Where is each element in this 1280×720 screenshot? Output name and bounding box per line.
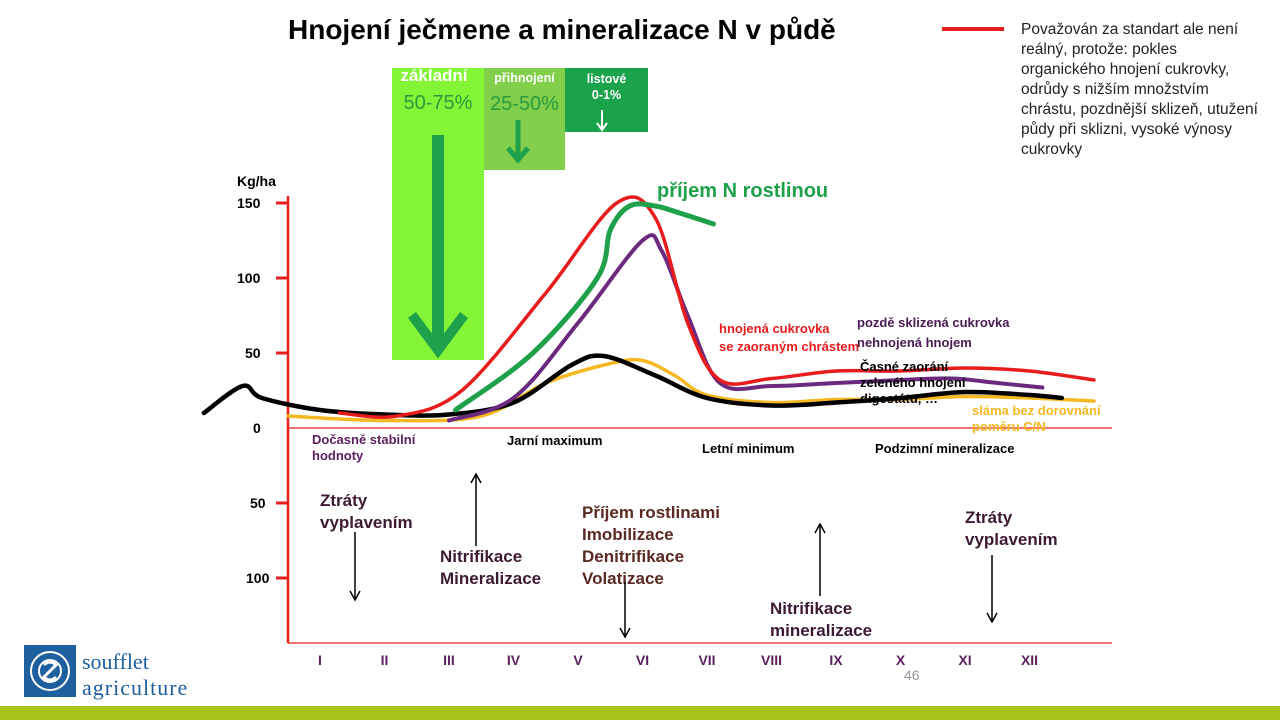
curve-label-purple: pozdě sklizená cukrovka nehnojená hnojem — [857, 315, 1010, 350]
series-line — [337, 195, 1096, 419]
curve-label-yellow: sláma bez dorovnání poměru C/N — [972, 403, 1101, 434]
process-label: Ztráty vyplavením — [965, 508, 1058, 549]
upper-y-tick-label: 0 — [253, 420, 261, 436]
phase-label: Letní minimum — [702, 441, 794, 456]
box-label-listove: listové — [586, 72, 627, 86]
footer-bar — [0, 706, 1280, 720]
process-label: Nitrifikace Mineralizace — [440, 547, 541, 588]
process-label: Ztráty vyplavením — [320, 491, 413, 532]
box-percent-listove: 0-1% — [591, 88, 622, 102]
box-arrows — [407, 110, 608, 359]
x-tick-label: III — [443, 652, 455, 668]
box-label-prihnojeni: přihnojení — [494, 71, 555, 85]
chart-series — [201, 195, 1096, 423]
y-axis-label: Kg/ha — [237, 173, 276, 189]
series-line — [286, 357, 1096, 423]
upper-y-tick-label: 50 — [245, 345, 261, 361]
x-tick-label: XI — [958, 652, 971, 668]
x-tick-label: VIII — [761, 652, 782, 668]
logo-text-line2: agriculture — [82, 675, 188, 700]
phase-label: Dočasně stabilní hodnoty — [312, 432, 416, 463]
process-label: Příjem rostlinami Imobilizace Denitrifikac… — [582, 503, 720, 588]
process-arrow-head — [619, 627, 631, 639]
upper-y-tick-label: 100 — [237, 270, 261, 286]
x-tick-label: IX — [829, 652, 843, 668]
series-line — [453, 201, 716, 413]
process-arrow-head — [349, 590, 361, 602]
process-arrow-head — [986, 612, 998, 624]
page-title: Hnojení ječmene a mineralizace N v půdě — [288, 14, 836, 45]
x-tick-label: V — [573, 652, 583, 668]
x-tick-label: XII — [1021, 652, 1038, 668]
legend-red-line-note: Považován za standart ale není reálný, p… — [1021, 21, 1258, 158]
listove-down-arrow-head — [596, 122, 608, 132]
process-label: Nitrifikace mineralizace — [770, 599, 872, 640]
process-arrow-head — [814, 522, 826, 534]
phase-label: Podzimní mineralizace — [875, 441, 1014, 456]
lower-y-tick-label: 50 — [250, 495, 266, 511]
prihnojeni-down-arrow-head — [506, 146, 530, 164]
x-tick-label: I — [318, 652, 322, 668]
phase-label: Jarní maximum — [507, 433, 602, 448]
box-percent-zakladni: 50-75% — [403, 92, 473, 114]
curve-label-red: hnojená cukrovka se zaoraným chrástem — [719, 321, 859, 354]
process-arrow-head — [470, 472, 482, 484]
x-tick-label: VI — [636, 652, 649, 668]
x-tick-label: X — [896, 652, 906, 668]
legend-red-line-swatch — [942, 27, 1004, 31]
lower-y-tick-label: 100 — [246, 570, 270, 586]
curve-label-black: Časné zaorání zeleného hnojení digestátu, … — [860, 359, 966, 406]
chart-annotations: příjem N rostlinou hnojená cukrovka se zao… — [312, 180, 1101, 640]
zakladni-down-arrow-head — [407, 312, 469, 359]
soufflet-logo: soufflet agriculture — [24, 645, 188, 700]
logo-text-line1: soufflet — [82, 649, 149, 674]
curve-label-green: příjem N rostlinou — [657, 180, 828, 202]
box-percent-prihnojeni: 25-50% — [490, 93, 559, 115]
x-tick-label: II — [381, 652, 389, 668]
x-tick-label: VII — [698, 652, 715, 668]
page-number: 46 — [904, 667, 920, 683]
upper-y-tick-label: 150 — [237, 195, 261, 211]
x-tick-label: IV — [507, 652, 521, 668]
fertilization-box-listove: listové 0-1% — [565, 68, 648, 132]
box-label-zakladni: základní — [400, 66, 468, 85]
series-line — [201, 353, 1065, 418]
soufflet-logo-icon — [24, 645, 76, 697]
